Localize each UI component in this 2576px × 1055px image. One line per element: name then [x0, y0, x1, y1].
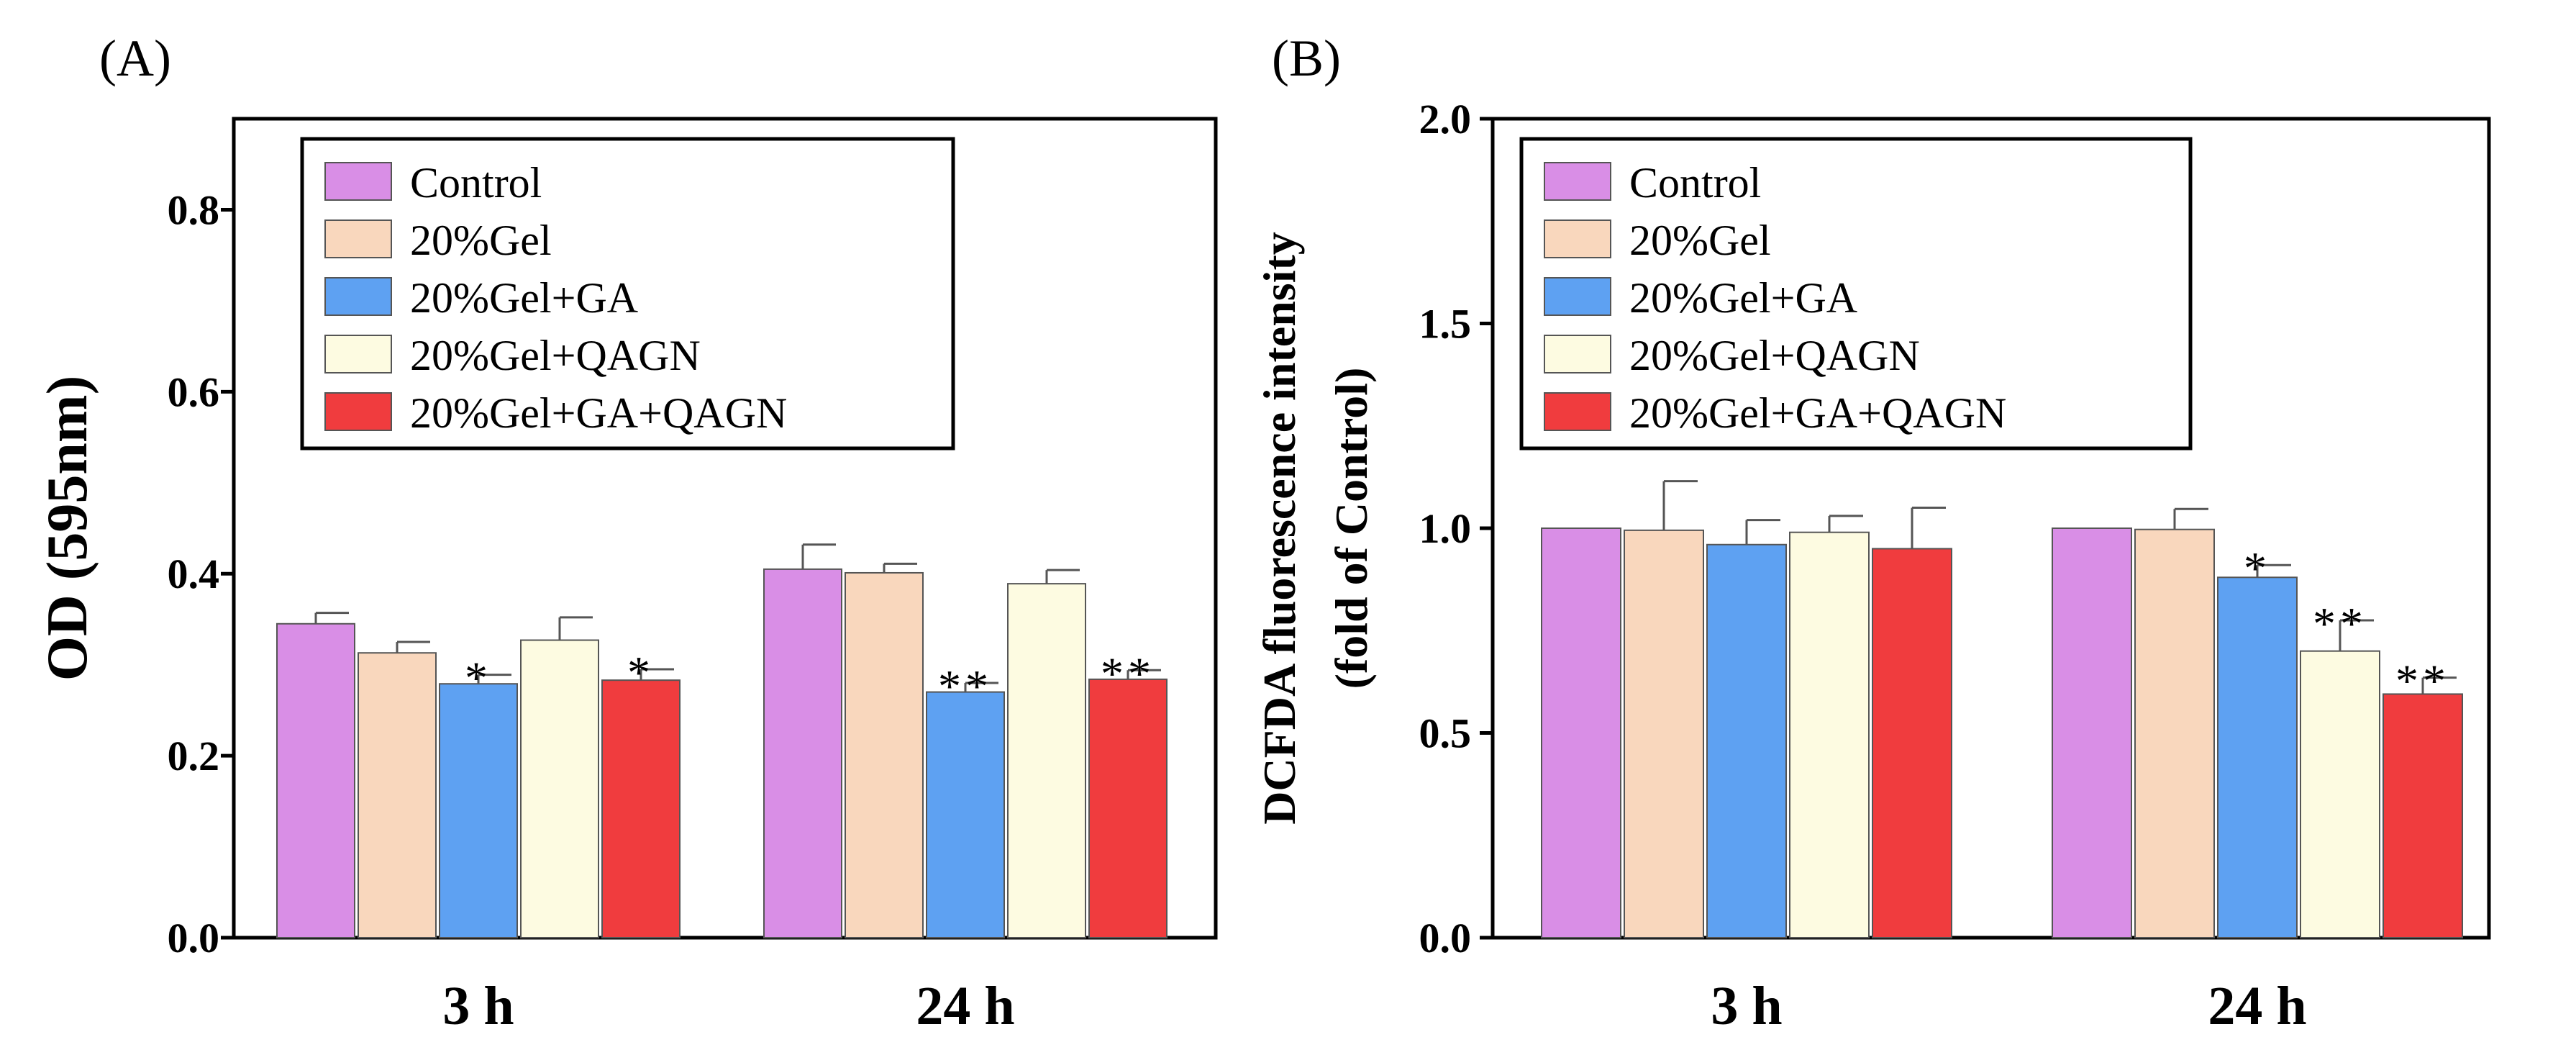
x-category-label: 24 h [2208, 976, 2306, 1036]
x-category-label: 24 h [916, 976, 1014, 1036]
significance-label: ** [1101, 648, 1155, 699]
y-tick-label: 0.6 [168, 368, 220, 415]
bar [439, 683, 518, 938]
bar [1706, 543, 1787, 938]
y-tick-label: 0.2 [168, 733, 220, 779]
bar [2052, 528, 2132, 938]
bar [2300, 650, 2380, 938]
bar [2134, 528, 2215, 938]
bar [358, 652, 437, 938]
bar [2217, 576, 2298, 939]
bar [845, 571, 924, 938]
y-tick-label: 1.0 [1419, 505, 1472, 552]
y-tick-label: 0.8 [168, 186, 220, 233]
significance-label: ** [2395, 656, 2450, 707]
significance-label: * [465, 653, 492, 704]
legend-entry: 20%Gel+QAGN [410, 332, 701, 379]
legend-swatch [1544, 219, 1611, 258]
legend-entry: Control [410, 159, 542, 207]
x-category-label: 3 h [442, 976, 514, 1036]
y-tick-label: 1.5 [1419, 301, 1472, 348]
bar [1541, 528, 1621, 938]
chart-panel-a: (A)0.00.20.40.60.8OD (595nm) * *3 h** **24 … [36, 30, 1218, 1036]
significance-label: ** [938, 661, 993, 712]
legend-swatch [324, 219, 392, 258]
bar [601, 679, 681, 938]
legend-swatch [1544, 277, 1611, 316]
plot-frame [232, 117, 1218, 940]
y-axis-label-secondary: (fold of Control) [1326, 368, 1377, 689]
significance-label: ** [2313, 598, 2367, 649]
bar [276, 622, 355, 938]
bar [1624, 529, 1704, 938]
legend-swatch [1544, 335, 1611, 373]
legend-entry: 20%Gel [410, 217, 552, 264]
bar [520, 639, 599, 938]
bar [926, 691, 1005, 938]
legend-box [1519, 137, 2193, 450]
legend-box [300, 137, 955, 450]
legend-swatch [324, 162, 392, 201]
y-tick-label: 0.4 [168, 551, 220, 597]
y-tick-label: 0.5 [1419, 710, 1472, 757]
significance-label: * [2244, 543, 2271, 594]
legend-swatch [324, 392, 392, 431]
panel-label: (B) [1272, 30, 1341, 87]
legend-swatch [1544, 392, 1611, 431]
bar [1007, 583, 1086, 938]
y-axis-label: OD (595nm) [36, 376, 99, 681]
legend-entry: 20%Gel+GA [410, 274, 638, 322]
y-tick-label: 0.0 [168, 915, 220, 961]
bar [763, 568, 842, 938]
legend-swatch [1544, 162, 1611, 201]
y-axis-label: DCFDA fluorescence intensity [1254, 232, 1305, 825]
legend-swatch [324, 335, 392, 373]
panel-label: (A) [99, 30, 171, 87]
legend-entry: 20%Gel+QAGN [1629, 332, 1920, 379]
legend-entry: 20%Gel+GA+QAGN [1629, 389, 2006, 437]
bar [1789, 531, 1870, 938]
legend-entry: 20%Gel [1629, 217, 1771, 264]
significance-label: * [627, 647, 655, 698]
legend-entry: 20%Gel+GA+QAGN [410, 389, 787, 437]
y-tick-label: 0.0 [1419, 915, 1472, 961]
legend-entry: Control [1629, 159, 1761, 207]
bar [1088, 678, 1168, 938]
x-category-label: 3 h [1711, 976, 1782, 1036]
legend-swatch [324, 277, 392, 316]
bar [1872, 548, 1952, 938]
legend-entry: 20%Gel+GA [1629, 274, 1857, 322]
chart-panel-b: (B) 0.0 0.5 1.0 1.5 2.0 DCFDA fluorescence int… [1254, 30, 2491, 1036]
bar [2382, 693, 2463, 938]
y-tick-label: 2.0 [1419, 96, 1472, 142]
